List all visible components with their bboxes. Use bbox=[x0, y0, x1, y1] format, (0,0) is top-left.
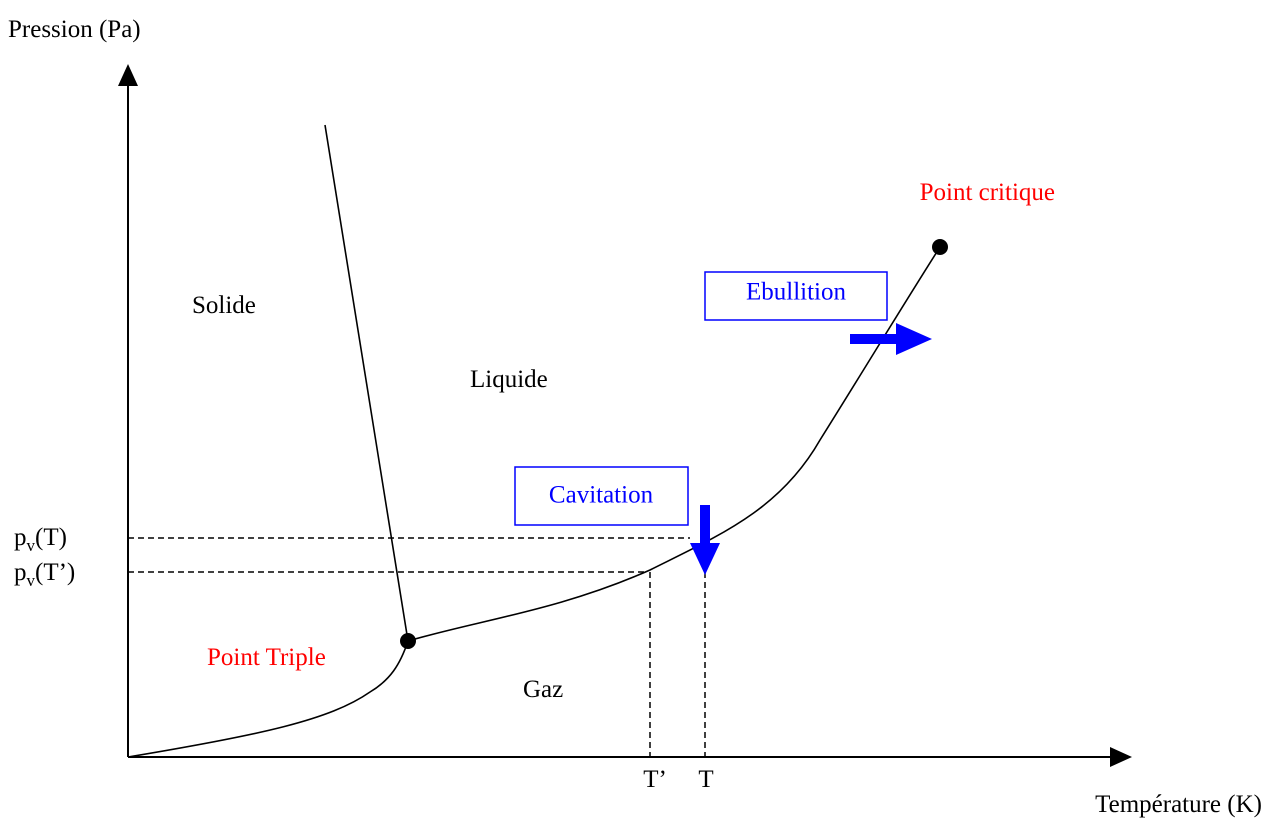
triple-label: Point Triple bbox=[207, 644, 326, 671]
region-gas: Gaz bbox=[523, 676, 563, 703]
pv-sub: v bbox=[27, 536, 36, 555]
cavitation-label: Cavitation bbox=[549, 482, 654, 509]
y-arrow bbox=[118, 64, 138, 86]
boiling-arrow-head bbox=[896, 323, 932, 355]
t-prime-label: T’ bbox=[643, 766, 667, 793]
y-axis-label: Pression (Pa) bbox=[8, 16, 141, 43]
x-axis-label: Température (K) bbox=[1095, 791, 1262, 818]
critical-point bbox=[932, 239, 948, 255]
cavitation-arrow-head bbox=[690, 543, 720, 575]
triple-point bbox=[400, 633, 416, 649]
boiling-label: Ebullition bbox=[746, 279, 847, 306]
pv-arg: (T) bbox=[35, 524, 67, 551]
pv-t-prime-label: pv(T’) bbox=[14, 559, 75, 590]
pv-arg: (T’) bbox=[35, 559, 75, 586]
region-liquid: Liquide bbox=[470, 366, 548, 393]
pv-base: p bbox=[14, 559, 27, 586]
boiling-box bbox=[704, 271, 888, 321]
cavitation-arrow-shaft bbox=[700, 505, 710, 545]
sublimation-curve bbox=[127, 640, 409, 758]
pv-sub: v bbox=[27, 571, 36, 590]
t-label: T bbox=[698, 766, 713, 793]
cavitation-box bbox=[514, 466, 689, 526]
pv-base: p bbox=[14, 524, 27, 551]
pv-t-label: pv(T) bbox=[14, 524, 67, 555]
x-arrow bbox=[1110, 747, 1132, 767]
boiling-arrow-shaft bbox=[850, 334, 900, 344]
fusion-curve bbox=[324, 124, 409, 642]
critical-label: Point critique bbox=[920, 179, 1055, 206]
region-solid: Solide bbox=[192, 292, 256, 319]
